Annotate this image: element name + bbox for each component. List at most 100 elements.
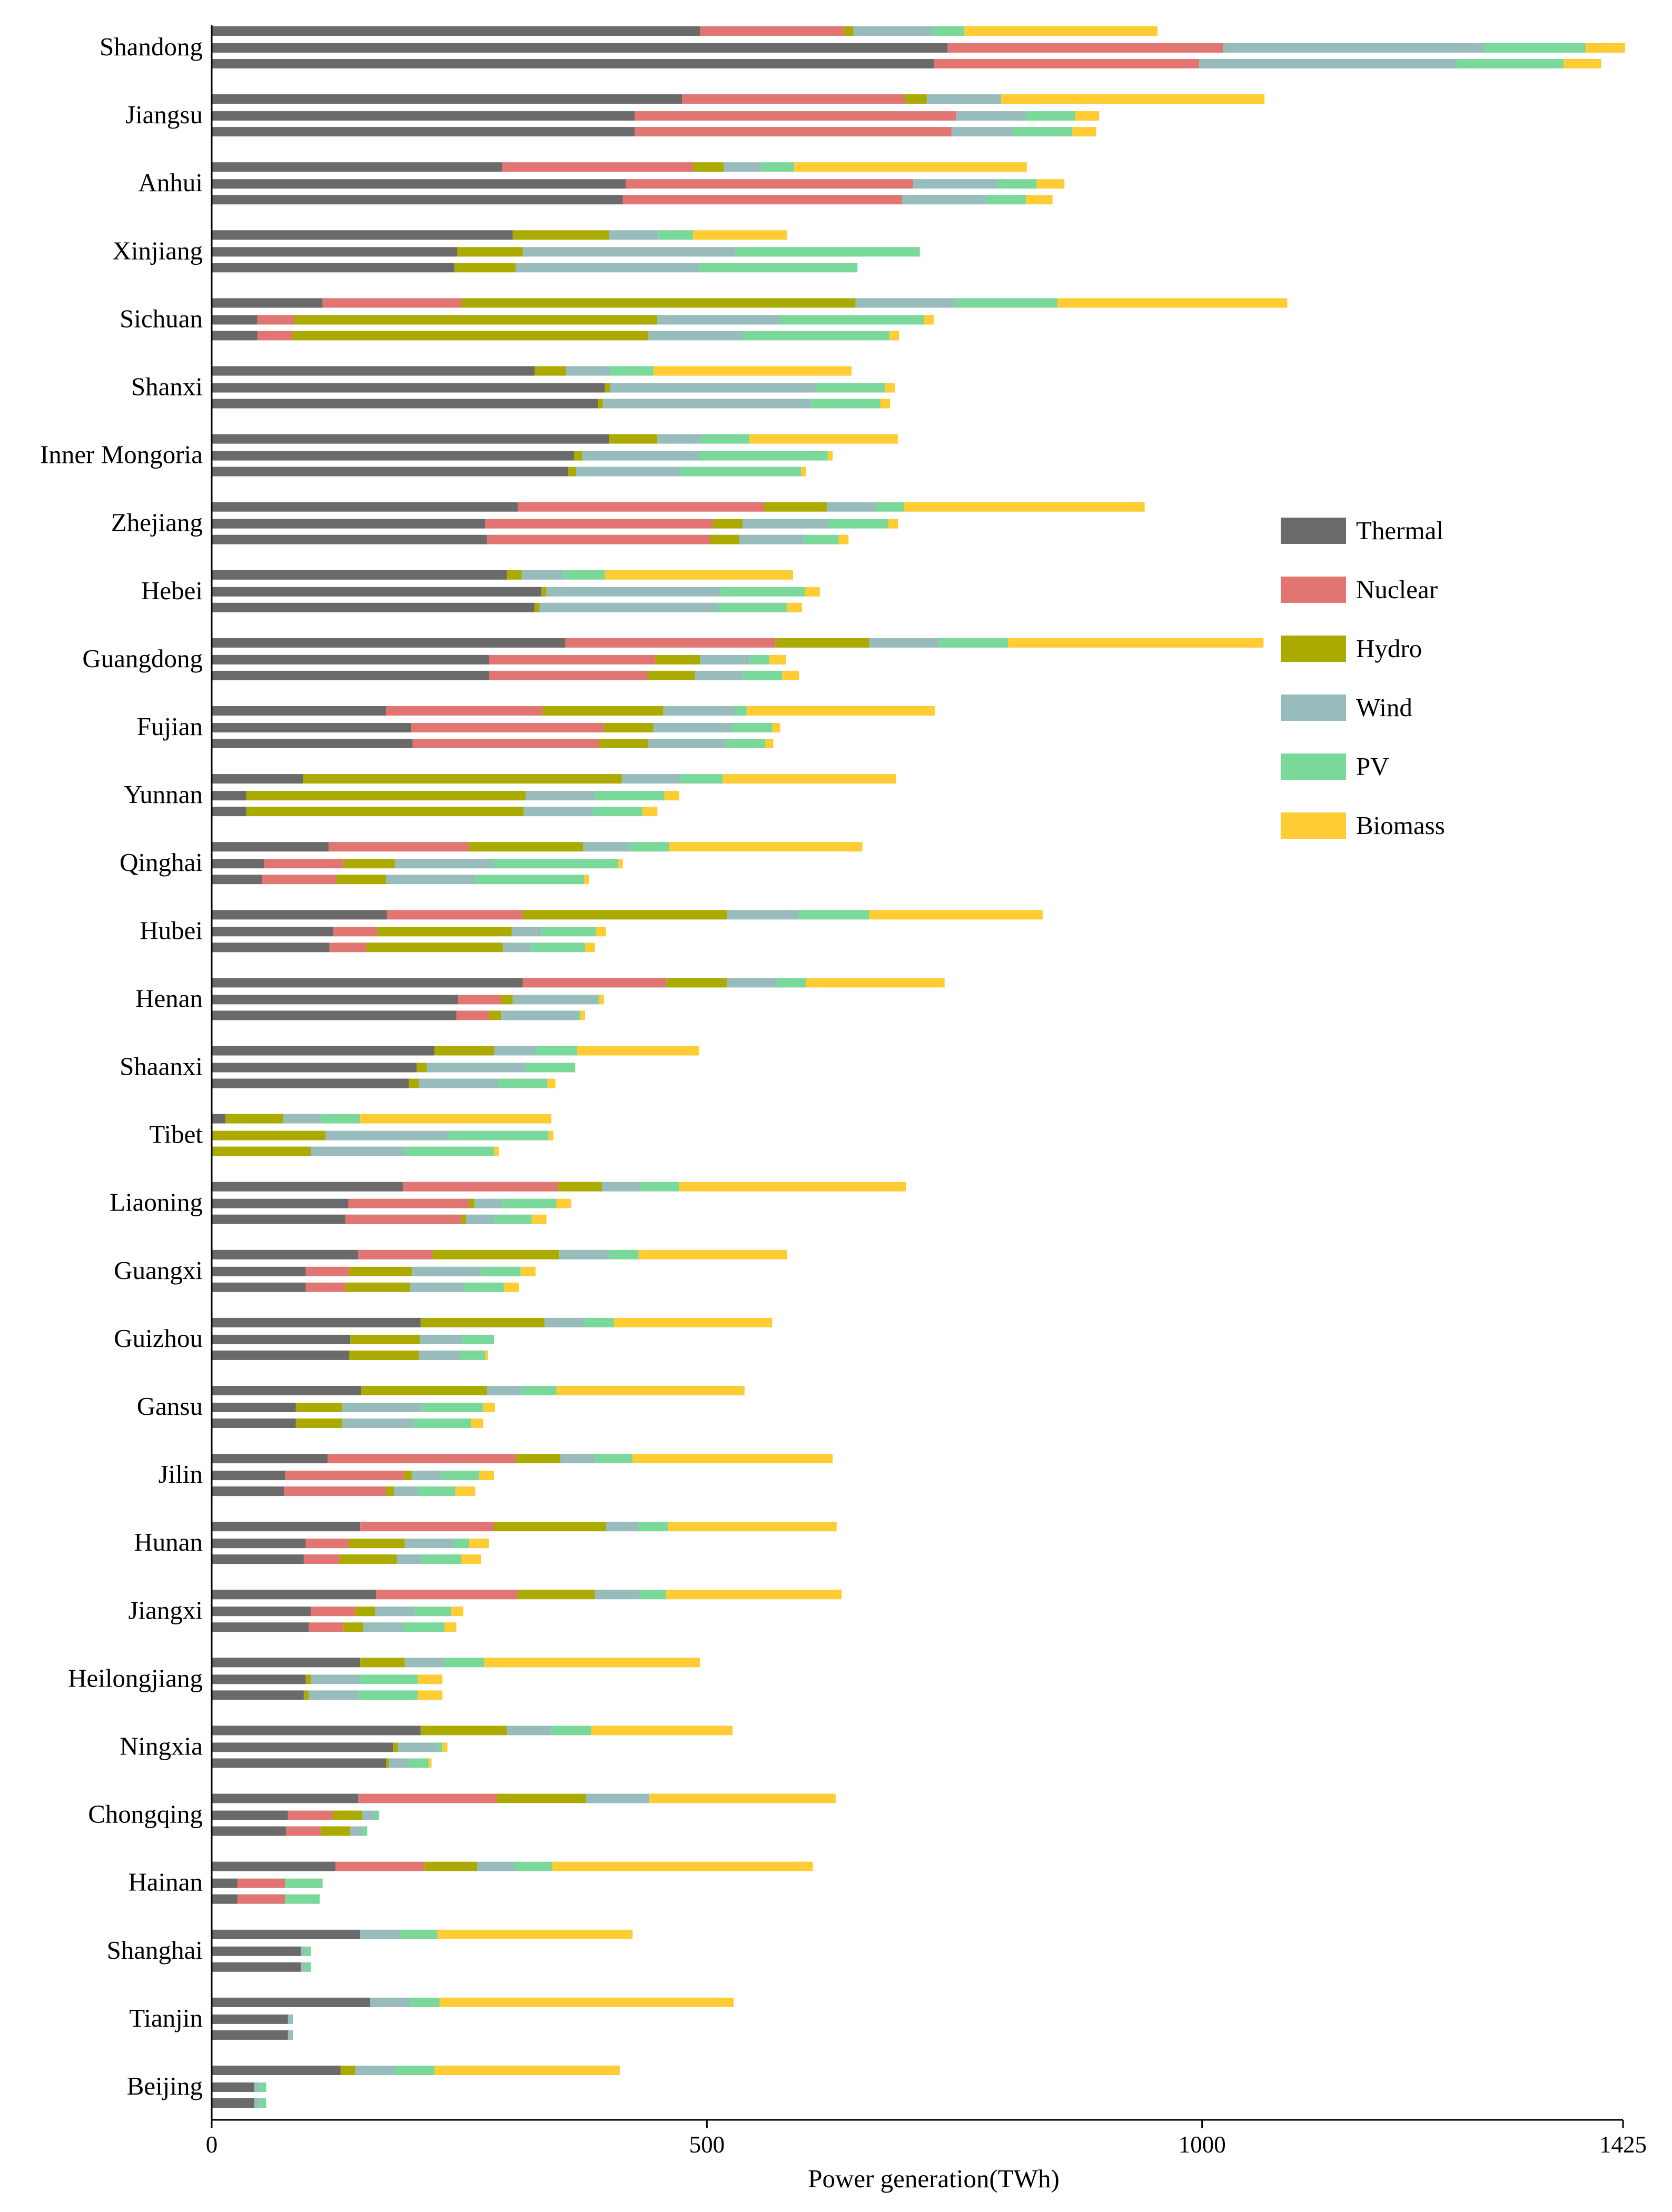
bar-zhejiang-3-pv [804,534,839,544]
bar-guizhou-3-biomass [485,1350,488,1360]
bar-jiangxi-3-biomass [444,1622,457,1632]
bar-hunan-3-wind [397,1554,422,1564]
bar-xinjiang-1-biomass [693,230,787,240]
bar-beijing-3-wind [254,2098,260,2108]
bar-qinghai-1-biomass [669,842,863,852]
bar-jiangsu-2-pv [1025,111,1075,121]
bar-jiangxi-2-nuclear [311,1606,355,1616]
bar-sichuan-1-nuclear [322,298,461,308]
bar-hubei-3-wind [502,943,531,953]
bar-xinjiang-1-pv [658,230,694,240]
bar-tibet-3-wind [311,1146,405,1156]
bar-xinjiang-3-hydro [454,263,516,273]
bar-jiangxi-3-wind [363,1622,403,1632]
bar-zhejiang-2-pv [828,519,888,529]
bar-qinghai-2-hydro [343,859,395,869]
bar-yunnan-2-wind [526,791,595,801]
bar-zhejiang-1-biomass [904,502,1145,512]
bar-guangxi-3-pv [464,1282,504,1292]
bar-guangdong-3-pv [743,670,783,680]
bar-qinghai-3-wind [386,875,476,885]
bar-yunnan-2-hydro [246,791,526,801]
bar-shandong-3-pv [1457,59,1564,68]
bar-shandong-3-nuclear [934,59,1200,68]
bar-yunnan-2-biomass [664,791,679,801]
bar-yunnan-1-pv [681,774,723,784]
bar-hebei-3-hydro [535,602,540,612]
bar-qinghai-1-thermal [212,842,329,852]
bar-shaanxi-3-hydro [409,1078,419,1088]
bar-ningxia-1-wind [507,1725,552,1735]
x-tick-label-0: 0 [206,2131,218,2158]
bar-guizhou-1-thermal [212,1317,421,1327]
bar-shanxi-3-pv [810,399,880,409]
bar-beijing-1-wind [355,2066,395,2075]
bar-jiangxi-1-hydro [518,1590,595,1600]
bar-hebei-1-thermal [212,570,507,580]
bar-jiangxi-1-thermal [212,1590,377,1600]
bar-fujian-2-nuclear [411,723,604,732]
bar-xinjiang-1-thermal [212,230,513,240]
bar-tianjin-2-wind [288,2014,293,2024]
bar-hainan-3-nuclear [237,1894,285,1904]
bar-jilin-1-thermal [212,1454,328,1464]
bar-shaanxi-1-thermal [212,1046,435,1056]
bar-inner-mongoria-2-biomass [827,451,833,461]
bar-guangxi-3-hydro [345,1282,410,1292]
legend-label-thermal: Thermal [1356,516,1443,545]
bar-shanxi-1-thermal [212,366,535,376]
bar-gansu-2-thermal [212,1403,296,1412]
bar-hubei-1-biomass [869,910,1043,920]
bar-yunnan-2-thermal [212,791,246,801]
bar-heilongjiang-2-wind [311,1674,361,1684]
bar-ningxia-3-wind [389,1758,409,1768]
bar-guizhou-3-wind [419,1350,461,1360]
bar-guangxi-1-wind [559,1249,609,1259]
province-label-xinjiang: Xinjiang [113,236,203,265]
bar-xinjiang-2-wind [522,247,736,257]
bar-henan-3-thermal [212,1010,457,1020]
bar-jilin-1-biomass [632,1454,833,1464]
bar-sichuan-3-nuclear [257,331,292,341]
bar-anhui-1-hydro [693,162,724,172]
province-label-fujian: Fujian [137,712,203,741]
bar-jiangxi-2-hydro [355,1606,375,1616]
bar-fujian-1-nuclear [386,706,543,716]
bar-jiangxi-3-nuclear [309,1622,344,1632]
province-label-guizhou: Guizhou [114,1324,203,1353]
bar-anhui-2-nuclear [626,179,913,189]
bar-hubei-1-wind [726,910,798,920]
bar-hebei-1-hydro [507,570,522,580]
bar-tianjin-1-wind [370,1997,410,2007]
bar-hebei-3-wind [539,602,718,612]
bar-shandong-3-wind [1199,59,1457,68]
bar-jilin-3-biomass [455,1486,476,1496]
bar-jiangsu-1-thermal [212,94,682,104]
bar-tibet-3-biomass [494,1146,499,1156]
bar-ningxia-3-thermal [212,1758,387,1768]
bar-hubei-2-wind [511,927,542,937]
bar-shaanxi-2-hydro [417,1063,427,1073]
bar-shaanxi-3-wind [419,1078,498,1088]
bar-xinjiang-2-pv [735,247,920,257]
bar-henan-1-hydro [666,978,727,988]
bar-sichuan-2-pv [780,315,924,325]
bar-guangxi-2-pv [481,1266,521,1276]
bar-liaoning-3-nuclear [345,1214,461,1224]
bar-zhejiang-1-pv [876,502,904,512]
bar-hainan-1-wind [477,1861,515,1871]
bar-jiangxi-2-wind [375,1606,415,1616]
bar-henan-1-thermal [212,978,523,988]
bar-zhejiang-2-wind [743,519,829,529]
bar-hubei-3-biomass [585,943,595,953]
bar-gansu-2-wind [342,1403,422,1412]
legend-label-wind: Wind [1356,693,1412,722]
bar-heilongjiang-3-biomass [418,1690,443,1700]
bar-hunan-2-biomass [469,1539,489,1549]
province-label-jiangxi: Jiangxi [128,1595,203,1624]
bar-qinghai-1-wind [583,842,630,852]
legend-label-hydro: Hydro [1356,634,1422,663]
bar-beijing-1-pv [394,2066,435,2075]
bar-chongqing-3-nuclear [286,1826,321,1836]
bar-shanghai-3-wind [301,1962,306,1972]
